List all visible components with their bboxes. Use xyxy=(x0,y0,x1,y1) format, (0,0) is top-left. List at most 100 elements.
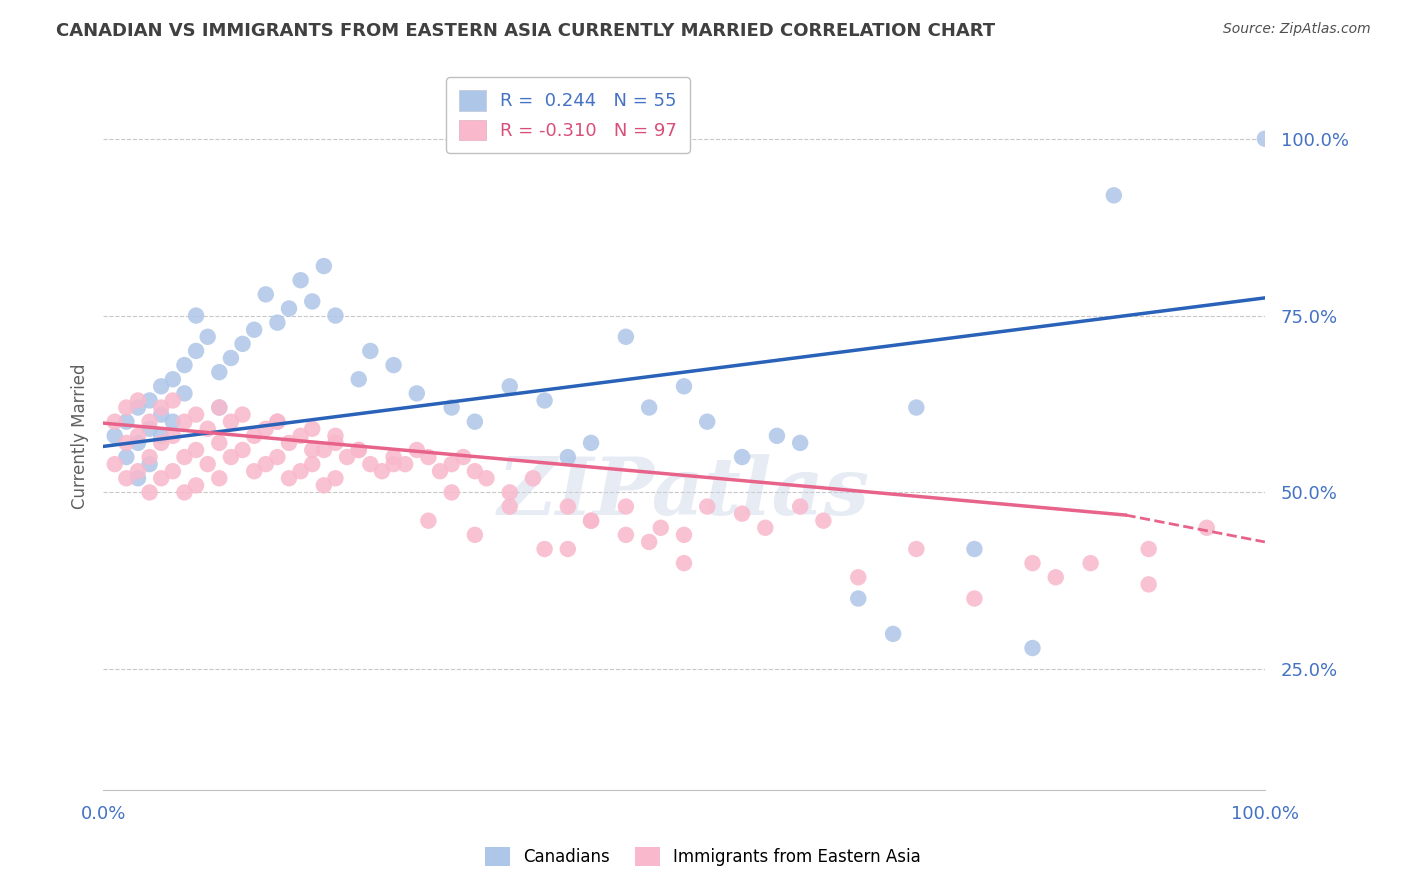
Point xyxy=(359,457,381,471)
Point xyxy=(184,309,207,323)
Point xyxy=(127,393,149,408)
Point xyxy=(325,436,347,450)
Point xyxy=(232,408,254,422)
Point xyxy=(731,507,754,521)
Point xyxy=(846,570,869,584)
Point xyxy=(533,393,555,408)
Point xyxy=(219,351,242,365)
Point xyxy=(266,415,288,429)
Point xyxy=(243,429,266,443)
Text: CANADIAN VS IMMIGRANTS FROM EASTERN ASIA CURRENTLY MARRIED CORRELATION CHART: CANADIAN VS IMMIGRANTS FROM EASTERN ASIA… xyxy=(56,22,995,40)
Point xyxy=(301,442,323,457)
Point xyxy=(138,450,160,464)
Point xyxy=(347,442,370,457)
Point xyxy=(254,422,277,436)
Point xyxy=(557,500,579,514)
Point xyxy=(382,358,405,372)
Point xyxy=(197,457,219,471)
Point xyxy=(219,415,242,429)
Point xyxy=(254,287,277,301)
Point xyxy=(232,442,254,457)
Point xyxy=(312,259,335,273)
Point xyxy=(208,401,231,415)
Point xyxy=(232,337,254,351)
Point xyxy=(208,365,231,379)
Point xyxy=(197,422,219,436)
Point xyxy=(394,457,416,471)
Point xyxy=(650,521,672,535)
Point xyxy=(208,471,231,485)
Point xyxy=(104,415,127,429)
Point xyxy=(266,415,288,429)
Point xyxy=(696,500,718,514)
Point xyxy=(184,408,207,422)
Point xyxy=(789,500,811,514)
Point xyxy=(464,528,486,542)
Point xyxy=(150,379,173,393)
Point xyxy=(557,541,579,556)
Point xyxy=(672,528,695,542)
Point xyxy=(638,401,661,415)
Point xyxy=(522,471,544,485)
Point xyxy=(440,401,463,415)
Point xyxy=(162,464,184,478)
Point xyxy=(104,457,127,471)
Point xyxy=(638,535,661,549)
Point xyxy=(219,450,242,464)
Point xyxy=(173,485,195,500)
Point xyxy=(184,478,207,492)
Point xyxy=(208,436,231,450)
Point xyxy=(290,464,312,478)
Point xyxy=(371,464,394,478)
Point xyxy=(197,330,219,344)
Point xyxy=(208,401,231,415)
Point xyxy=(325,309,347,323)
Point xyxy=(1045,570,1067,584)
Point xyxy=(347,372,370,386)
Point xyxy=(138,415,160,429)
Point xyxy=(464,415,486,429)
Point xyxy=(766,429,789,443)
Point xyxy=(104,429,127,443)
Point xyxy=(405,386,427,401)
Point xyxy=(963,591,986,606)
Point xyxy=(243,464,266,478)
Point xyxy=(312,442,335,457)
Point xyxy=(1137,541,1160,556)
Point xyxy=(813,514,835,528)
Point xyxy=(1102,188,1125,202)
Point xyxy=(150,429,173,443)
Point xyxy=(1254,132,1277,146)
Point xyxy=(115,415,138,429)
Point xyxy=(579,514,602,528)
Legend: Canadians, Immigrants from Eastern Asia: Canadians, Immigrants from Eastern Asia xyxy=(478,840,928,873)
Point xyxy=(115,401,138,415)
Point xyxy=(162,372,184,386)
Point xyxy=(266,316,288,330)
Point xyxy=(731,450,754,464)
Point xyxy=(440,485,463,500)
Point xyxy=(846,591,869,606)
Point xyxy=(1137,577,1160,591)
Point xyxy=(382,457,405,471)
Point xyxy=(266,450,288,464)
Point xyxy=(499,485,522,500)
Point xyxy=(115,450,138,464)
Point xyxy=(905,541,928,556)
Point xyxy=(173,415,195,429)
Text: ZIPatlas: ZIPatlas xyxy=(498,454,870,531)
Point xyxy=(184,343,207,358)
Point xyxy=(347,442,370,457)
Point xyxy=(150,401,173,415)
Point xyxy=(301,457,323,471)
Point xyxy=(963,541,986,556)
Point xyxy=(173,386,195,401)
Y-axis label: Currently Married: Currently Married xyxy=(72,363,89,508)
Point xyxy=(882,627,904,641)
Point xyxy=(579,514,602,528)
Point xyxy=(533,541,555,556)
Point xyxy=(789,436,811,450)
Point xyxy=(579,436,602,450)
Point xyxy=(173,450,195,464)
Point xyxy=(278,301,301,316)
